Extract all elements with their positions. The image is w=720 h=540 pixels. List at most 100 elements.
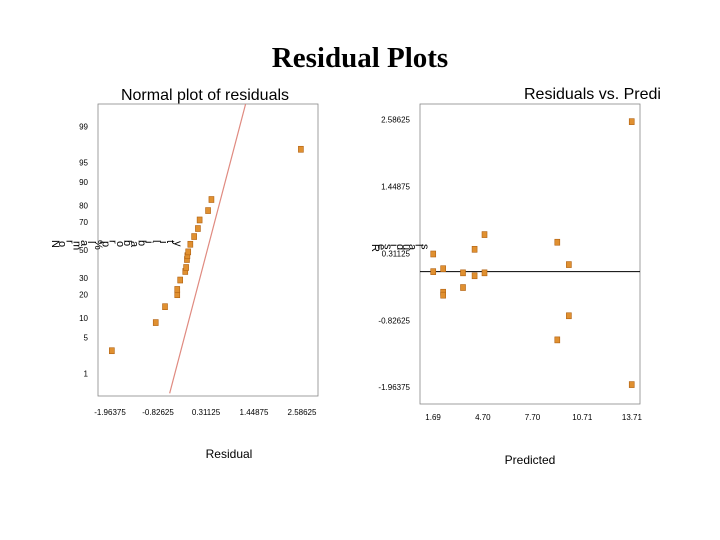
residuals-plot-point [460,269,466,277]
normal-plot-y-tick-label: 90 [79,178,88,187]
normal-plot-point [298,145,304,153]
normal-plot-point [191,233,197,240]
residuals-plot-y-label-letter: e [375,244,387,250]
residuals-plot-y-label-letter: l [412,244,424,246]
residuals-plot-y-ticks: 2.58625 1.44875 0.31125 -0.82625 -1.96375 [378,116,410,393]
residuals-plot-y-label-letter: a [406,244,418,251]
normal-plot-point [187,240,194,248]
residuals-plot-point [628,118,635,125]
normal-plot-title: Normal plot of residuals [121,87,289,104]
normal-plot-point [162,303,168,310]
normal-plot-frame [97,103,319,397]
normal-plot-y-label-letter: r [63,240,75,244]
slide-title: Residual Plots [271,42,449,74]
residuals-plot-x-tick-label: 1.69 [425,413,441,422]
residuals-plot-y-tick-label: 1.44875 [381,182,410,191]
normal-plot-point [183,264,189,271]
normal-plot-y-label-letter: N [49,240,61,248]
residuals-plot-x-tick-label: 13.71 [622,413,643,422]
normal-plot-y-label-letter: l [85,241,97,243]
residuals-plot-y-label-letter: s [381,244,393,250]
normal-plot-point [152,319,159,326]
residuals-plot-point [460,284,466,291]
normal-plot-y-tick-label: 99 [79,122,88,131]
residuals-plot-point [554,238,561,246]
normal-plot-point [208,196,215,203]
normal-plot-point [174,286,181,293]
residuals-plot-x-tick-label: 10.71 [572,413,593,422]
residuals-plot-y-label-letter: u [400,244,412,250]
normal-plot-point [205,207,211,214]
normal-plot-fit-line [169,104,247,394]
residuals-plot-y-tick-label: -1.96375 [378,383,410,392]
residuals-plot-point [440,291,446,299]
normal-plot-y-label-letter: b [121,240,133,246]
normal-plot-y-label-letter: a [78,240,90,247]
normal-plot-point [185,248,192,256]
normal-plot-point [196,216,203,224]
normal-plot-y-tick-label: 95 [79,159,88,168]
normal-plot-x-tick-label: 2.58625 [288,408,317,417]
normal-plot-x-tick-label: 1.44875 [240,408,269,417]
normal-plot-points [109,145,304,355]
normal-plot-x-label: Residual [206,447,253,461]
normal-plot-y-label-letter: m [71,241,83,250]
normal-plot-y-tick-label: 70 [79,218,88,227]
residuals-plot-y-tick-label: -0.82625 [378,316,410,325]
normal-plot-point [195,225,201,232]
residuals-plot-y-label-letter: R [369,244,381,252]
normal-plot-x-tick-label: -1.96375 [94,408,126,417]
residuals-plot-point [481,269,488,277]
normal-plot-y-label-letter: y [171,241,183,247]
normal-plot-y-label-letter: i [157,241,169,243]
normal-plot-y-label-letter: t [164,240,176,243]
normal-plot-y-tick-label: 10 [79,314,88,323]
normal-plot-y-label-letter: l [150,240,162,242]
residuals-plot-x-ticks: 1.69 4.70 7.70 10.71 13.71 [425,413,642,422]
normal-plot-y-label-letter: i [143,241,155,243]
normal-plot-y-tick-label: 30 [79,274,88,283]
normal-plot-point [109,347,115,355]
normal-plot-fit-line-segment [169,104,247,394]
residuals-plot-point [430,268,437,275]
normal-plot-point [177,276,184,284]
normal-plot-y-label-letter: o [56,241,68,247]
residuals-plot-y-label-letter: s [419,244,431,250]
residuals-plot-point [440,265,446,273]
residuals-vs-predicted-title: Residuals vs. Predi [524,86,661,103]
normal-plot-y-tick-label: 80 [79,201,88,210]
normal-plot-y-tick-label: 1 [84,370,89,379]
residuals-plot-x-tick-label: 4.70 [475,413,491,422]
normal-plot-x-tick-label: 0.31125 [192,408,221,417]
residuals-plot-point [566,261,572,268]
normal-plot-x-ticks: -1.96375 -0.82625 0.31125 1.44875 2.58625 [94,408,317,417]
normal-plot-y-label-letter: o [114,241,126,247]
residuals-plot-points [430,118,635,388]
residuals-vs-predicted-chart: Residuals vs. Predi 2.58625 1.44875 0.3112… [369,86,661,467]
normal-plot-y-label-letter: p [99,241,111,247]
residuals-plot-point [566,312,572,320]
residuals-plot-point [471,272,478,280]
residuals-plot-y-label-letter: d [394,244,406,250]
residuals-plot-frame [419,103,641,405]
residuals-plot-point [481,231,488,238]
residuals-plot-point [430,250,437,258]
normal-plot-y-label-letter: % [92,240,104,250]
residuals-plot-x-label: Predicted [505,453,556,467]
residuals-plot-point [628,381,635,388]
normal-plot-y-tick-label: 5 [84,333,89,342]
residuals-plot-point [471,245,478,253]
normal-plot-y-tick-label: 20 [79,291,88,300]
normal-plot-y-ticks: 1 5 10 20 30 50 70 80 90 95 99 [79,122,88,378]
residuals-plot-y-tick-label: 0.31125 [382,249,411,258]
residuals-plot-point [554,336,561,344]
residuals-plot-x-tick-label: 7.70 [525,413,541,422]
residuals-plot-y-tick-label: 2.58625 [381,116,410,125]
normal-plot-y-label-letter: r [107,240,119,244]
normal-plot-y-label-letter: b [135,240,147,246]
residuals-plot-y-label: Residuals [369,244,431,252]
normal-plot-y-label-letter: a [128,241,140,248]
normal-plot-x-tick-label: -0.82625 [142,408,174,417]
